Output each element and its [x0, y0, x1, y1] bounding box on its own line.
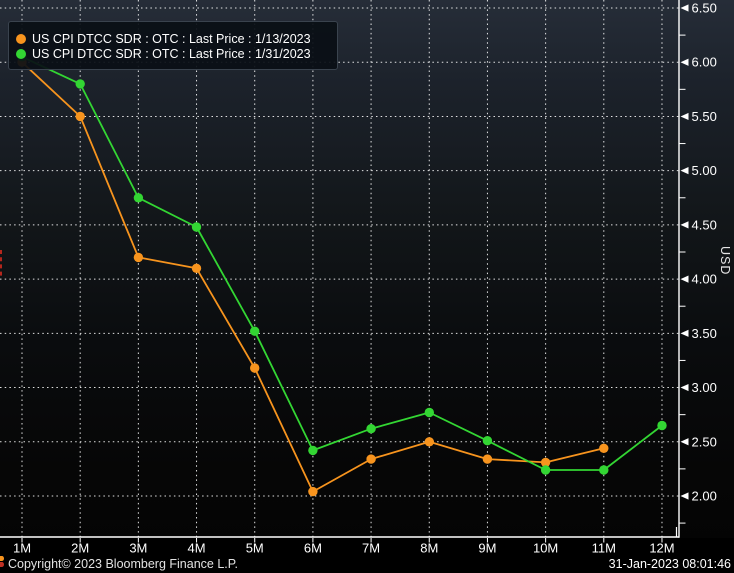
- data-point-series-2-6M[interactable]: [308, 445, 318, 456]
- y-tick-arrow-icon: [680, 167, 689, 175]
- x-tick-label: 10M: [533, 541, 558, 556]
- y-tick-label: 6.00: [692, 55, 717, 70]
- x-tick-label: 1M: [13, 541, 31, 556]
- x-tick-label: 6M: [304, 541, 322, 556]
- y-axis-title: USD: [718, 246, 732, 276]
- series-1-marker-icon: [16, 33, 26, 44]
- x-tick-label: 5M: [246, 541, 264, 556]
- x-tick-label: 9M: [478, 541, 496, 556]
- y-tick-label: 3.50: [692, 326, 717, 341]
- x-tick-label: 11M: [592, 541, 616, 556]
- y-tick-label: 4.00: [692, 272, 717, 287]
- chart-legend: US CPI DTCC SDR : OTC : Last Price : 1/1…: [8, 21, 338, 70]
- x-tick-label: 4M: [188, 541, 206, 556]
- legend-item-series-2[interactable]: US CPI DTCC SDR : OTC : Last Price : 1/3…: [16, 46, 329, 61]
- y-tick-arrow-icon: [680, 58, 689, 66]
- data-point-series-1-7M[interactable]: [366, 454, 376, 464]
- y-tick-arrow-icon: [680, 438, 689, 446]
- y-tick-arrow-icon: [680, 275, 689, 283]
- y-tick-arrow-icon: [680, 492, 689, 500]
- x-tick-label: 3M: [129, 541, 147, 556]
- y-tick-label: 5.00: [692, 163, 717, 178]
- legend-label-series-1: US CPI DTCC SDR : OTC : Last Price : 1/1…: [32, 31, 311, 46]
- x-tick-label: 7M: [362, 541, 380, 556]
- y-tick-arrow-icon: [680, 329, 689, 337]
- clipped-orange-marker-icon: [0, 556, 4, 561]
- y-tick-arrow-icon: [680, 4, 689, 12]
- data-point-series-2-7M[interactable]: [366, 424, 376, 434]
- y-tick-arrow-icon: [680, 383, 689, 392]
- series-line-2: [21, 55, 663, 471]
- data-point-series-2-11M[interactable]: [599, 465, 609, 475]
- clipped-red-marker-icon: [0, 562, 4, 567]
- data-point-series-1-2M[interactable]: [75, 111, 85, 122]
- data-point-series-2-4M[interactable]: [191, 222, 202, 232]
- y-tick-label: 2.00: [692, 488, 717, 503]
- y-tick-arrow-icon: [680, 221, 689, 229]
- data-point-series-2-9M[interactable]: [482, 436, 493, 446]
- data-point-series-2-10M[interactable]: [540, 465, 551, 475]
- series-line-1: [21, 61, 605, 493]
- y-tick-label: 5.50: [692, 109, 717, 124]
- price-chart-canvas[interactable]: 6.50 6.00 5.50 5.00 4.50 4.00 3.50 3.00 2.50 2.00…: [0, 0, 734, 555]
- data-point-series-1-9M[interactable]: [482, 454, 493, 464]
- data-point-series-1-3M[interactable]: [133, 252, 144, 263]
- copyright-text: Copyright© 2023 Bloomberg Finance L.P.: [8, 557, 238, 571]
- data-point-series-2-2M[interactable]: [75, 79, 85, 89]
- status-bar: Copyright© 2023 Bloomberg Finance L.P. 3…: [0, 555, 734, 573]
- y-tick-label: 6.50: [692, 1, 717, 16]
- y-tick-arrow-icon: [680, 112, 689, 121]
- data-point-series-1-4M[interactable]: [191, 263, 202, 273]
- legend-label-series-2: US CPI DTCC SDR : OTC : Last Price : 1/3…: [32, 46, 311, 61]
- data-point-series-1-8M[interactable]: [424, 437, 434, 447]
- x-axis-strip: [0, 538, 734, 555]
- data-point-series-1-5M[interactable]: [250, 363, 260, 373]
- data-point-series-2-12M[interactable]: [657, 420, 667, 431]
- data-point-series-1-11M[interactable]: [599, 443, 609, 453]
- data-point-series-2-8M[interactable]: [424, 407, 434, 418]
- legend-item-series-1[interactable]: US CPI DTCC SDR : OTC : Last Price : 1/1…: [16, 31, 329, 46]
- x-tick-label: 12M: [649, 541, 674, 556]
- series-2-marker-icon: [16, 48, 26, 59]
- x-tick-label: 2M: [71, 541, 89, 556]
- data-point-series-2-5M[interactable]: [250, 326, 260, 336]
- y-tick-label: 2.50: [692, 434, 717, 449]
- x-tick-label: 8M: [420, 541, 438, 556]
- timestamp: 31-Jan-2023 08:01:46: [608, 557, 731, 571]
- data-point-series-1-10M[interactable]: [540, 457, 551, 468]
- y-tick-label: 4.50: [692, 217, 717, 232]
- data-point-series-1-6M[interactable]: [308, 486, 318, 497]
- data-point-series-2-3M[interactable]: [133, 193, 144, 203]
- y-tick-label: 3.00: [692, 380, 717, 395]
